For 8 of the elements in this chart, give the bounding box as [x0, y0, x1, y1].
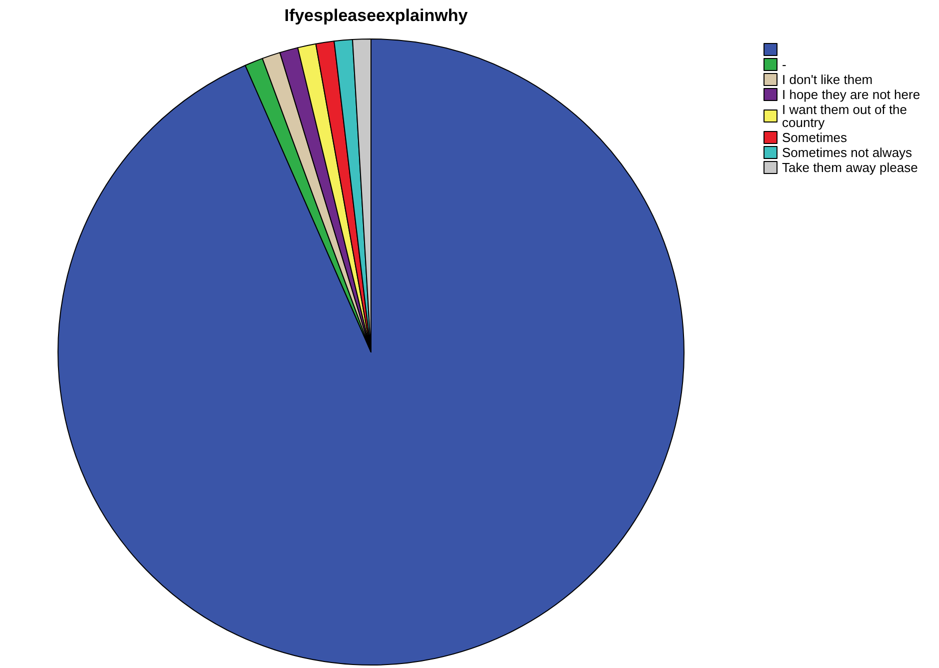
- legend-label: I want them out of the country: [782, 102, 911, 130]
- legend-label: Sometimes not always: [782, 145, 913, 160]
- legend-label: Take them away please: [782, 160, 918, 175]
- legend-label: Sometimes: [782, 130, 848, 145]
- chart-title: Ifyespleaseexplainwhy: [284, 6, 468, 25]
- legend-label: -: [782, 57, 786, 72]
- legend-label: I hope they are not here: [782, 87, 920, 102]
- legend-label: I don't like them: [782, 72, 873, 87]
